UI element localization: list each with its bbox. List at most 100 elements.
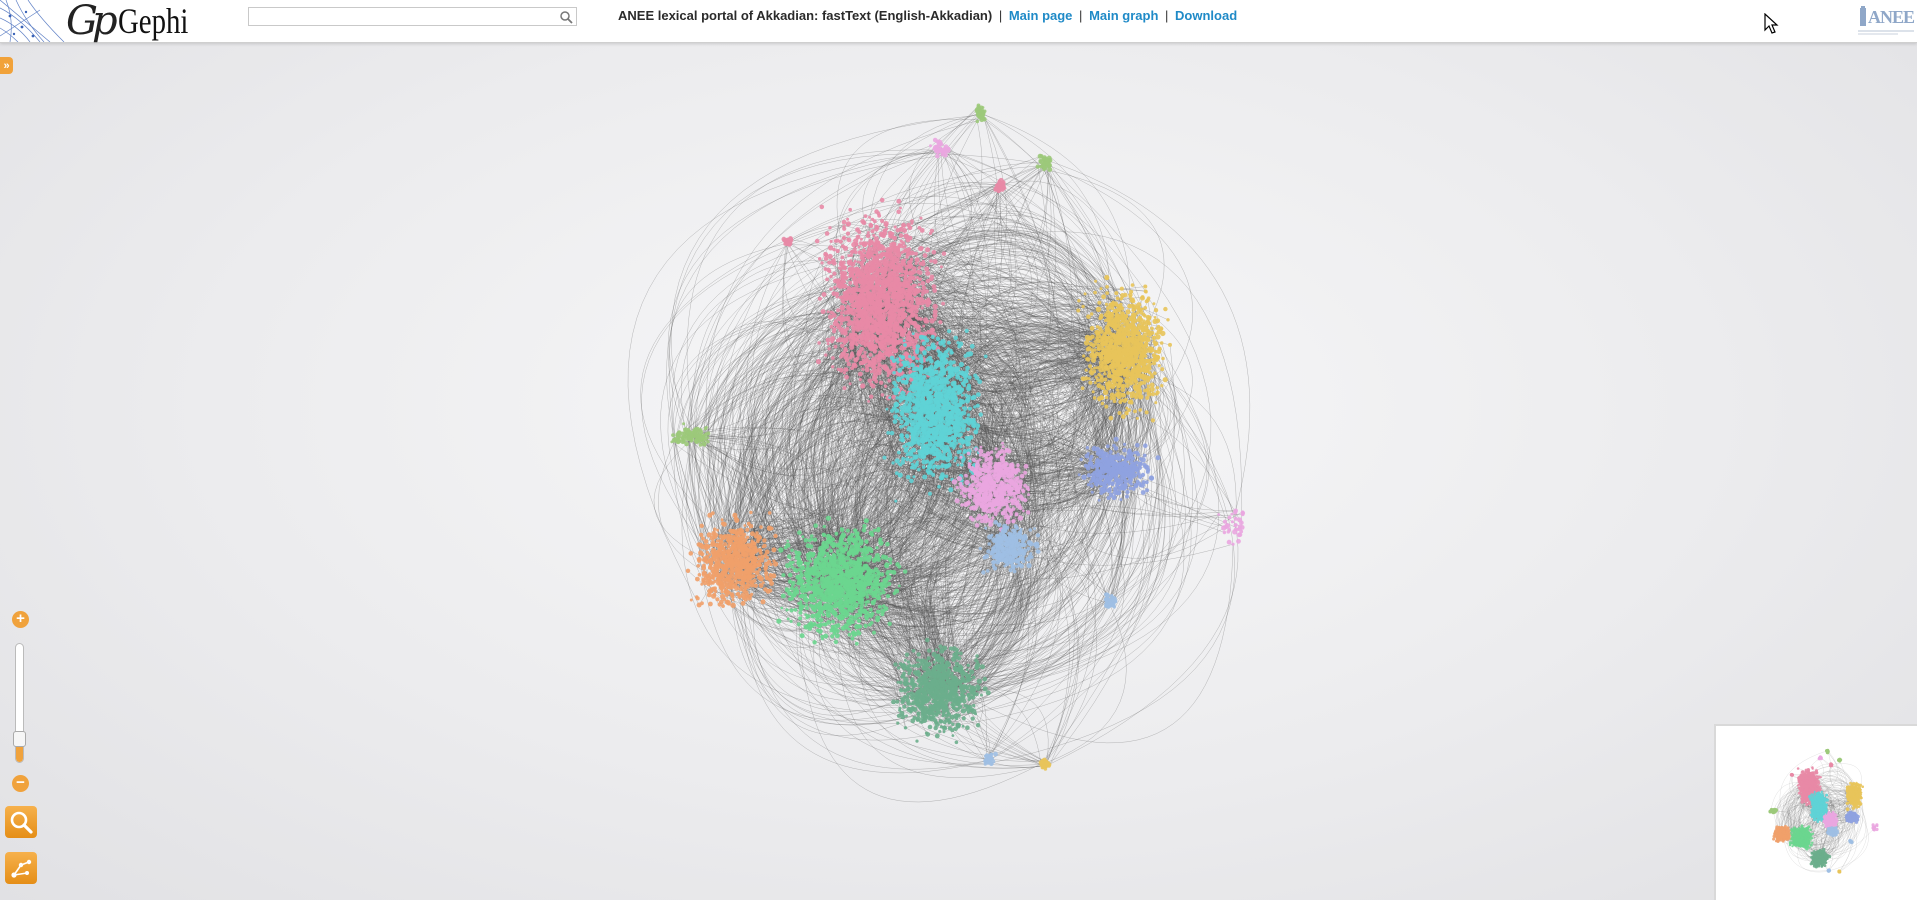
graph-node: [932, 446, 936, 450]
graph-node: [721, 536, 726, 540]
graph-node: [708, 601, 713, 607]
graph-node: [838, 327, 844, 333]
graph-node: [808, 597, 813, 602]
graph-node: [850, 366, 854, 370]
graph-node: [873, 314, 877, 319]
graph-node: [906, 252, 911, 257]
download-link[interactable]: Download: [1175, 8, 1238, 23]
graph-node: [857, 371, 863, 377]
graph-node: [879, 259, 884, 264]
graph-node: [940, 434, 945, 438]
graph-node: [925, 410, 931, 415]
graph-node: [902, 228, 908, 233]
graph-node: [820, 309, 826, 315]
graph-node: [918, 379, 924, 385]
anee-emblem-icon: [1858, 6, 1914, 35]
graph-node: [904, 421, 910, 426]
graph-node: [795, 575, 800, 580]
graph-node: [758, 583, 764, 588]
graph-node: [908, 401, 913, 407]
magnifier-icon[interactable]: [559, 10, 573, 24]
main-page-link[interactable]: Main page: [1008, 8, 1073, 23]
graph-node: [852, 308, 857, 313]
graph-node: [885, 594, 891, 599]
graph-node: [853, 316, 858, 322]
graph-node: [893, 334, 898, 339]
graph-node: [868, 341, 874, 347]
graph-node: [868, 352, 873, 357]
graph-node: [938, 395, 944, 401]
sidebar-expand-button[interactable]: »: [0, 57, 13, 74]
graph-node: [716, 528, 719, 532]
graph-node: [909, 275, 913, 280]
graph-node: [918, 277, 923, 282]
graph-node: [800, 566, 805, 571]
graph-node: [757, 547, 763, 553]
graph-node: [891, 394, 896, 400]
graph-node: [749, 510, 753, 515]
graph-node: [853, 238, 859, 244]
graph-node: [888, 396, 892, 399]
graph-node: [924, 266, 930, 272]
graph-node: [948, 404, 954, 410]
graph-node: [831, 619, 835, 624]
graph-node: [948, 386, 951, 389]
graph-node: [735, 567, 739, 572]
graph-node: [843, 594, 848, 600]
graph-node: [869, 311, 875, 316]
graph-node: [699, 523, 704, 528]
graph-node: [893, 248, 898, 253]
graph-node: [851, 294, 855, 298]
graph-node: [853, 301, 857, 305]
graph-node: [787, 572, 793, 578]
graph-node: [928, 460, 934, 466]
graph-node: [929, 259, 933, 263]
network-graph-canvas[interactable]: [0, 42, 1917, 900]
graph-node: [809, 576, 813, 580]
graph-node: [885, 541, 890, 547]
graph-node: [872, 301, 876, 305]
graph-node: [824, 231, 830, 236]
graph-node: [856, 267, 860, 271]
graph-node: [892, 235, 897, 240]
graph-node: [935, 404, 940, 409]
graph-node: [882, 329, 886, 334]
graph-node: [945, 438, 949, 442]
graph-node: [704, 544, 710, 549]
graph-node: [958, 449, 962, 454]
graph-node: [883, 338, 888, 343]
top-bar: Gp Gephi ANEE lexical portal of Akkadian…: [0, 0, 1917, 43]
graph-node: [913, 251, 918, 256]
graph-node: [852, 362, 857, 367]
graph-node: [871, 356, 877, 362]
anee-logo[interactable]: ANEE: [1858, 5, 1915, 35]
graph-node: [773, 533, 778, 539]
graph-node: [841, 554, 846, 559]
graph-node: [942, 344, 946, 348]
graph-node: [737, 539, 743, 545]
graph-node: [859, 346, 865, 352]
graph-node: [949, 441, 955, 447]
main-graph-link[interactable]: Main graph: [1089, 8, 1159, 23]
graph-node: [872, 528, 877, 533]
graph-node: [823, 633, 829, 639]
graph-node: [870, 229, 875, 234]
graph-node: [862, 576, 866, 580]
graph-node: [885, 351, 890, 356]
page-title: ANEE lexical portal of Akkadian: fastTex…: [618, 8, 993, 23]
gephi-logo[interactable]: Gp Gephi: [66, 0, 206, 42]
graph-node: [746, 582, 750, 587]
graph-node: [848, 548, 852, 552]
graph-node: [912, 475, 916, 479]
graph-node: [822, 622, 827, 627]
graph-node: [944, 417, 948, 421]
graph-node: [916, 467, 921, 472]
graph-node: [913, 277, 917, 281]
search-input[interactable]: [249, 9, 557, 25]
graph-node: [806, 561, 811, 566]
graph-node: [841, 337, 847, 343]
graph-node: [919, 228, 925, 233]
graph-node: [866, 572, 870, 576]
graph-node: [1157, 364, 1161, 368]
graph-node: [880, 218, 885, 224]
